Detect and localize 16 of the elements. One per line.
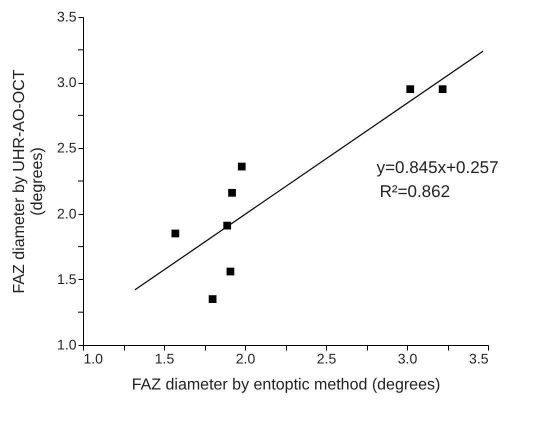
x-tick-label: 3.0 (398, 350, 418, 366)
x-tick-label: 2.0 (236, 350, 256, 366)
x-tick-label: 3.5 (469, 350, 489, 366)
annotation: R²=0.862 (380, 182, 450, 201)
x-tick-label: 1.0 (84, 350, 104, 366)
y-tick-label: 2.0 (57, 205, 77, 222)
x-tick-label: 2.5 (316, 350, 336, 366)
y-axis-title: FAZ diameter by UHR-AO-OCT (degrees) (11, 69, 46, 294)
y-tick-label: 3.5 (57, 8, 77, 24)
y-tick-label: 1.5 (57, 270, 77, 287)
x-tick-label: 1.5 (154, 350, 174, 366)
y-tick-label: 1.0 (57, 336, 77, 352)
annotation: y=0.845x+0.257 (376, 158, 499, 177)
x-axis-title: FAZ diameter by entoptic method (degrees) (132, 376, 440, 394)
y-tick-label: 3.0 (57, 74, 77, 90)
y-tick-label: 2.5 (57, 140, 77, 156)
